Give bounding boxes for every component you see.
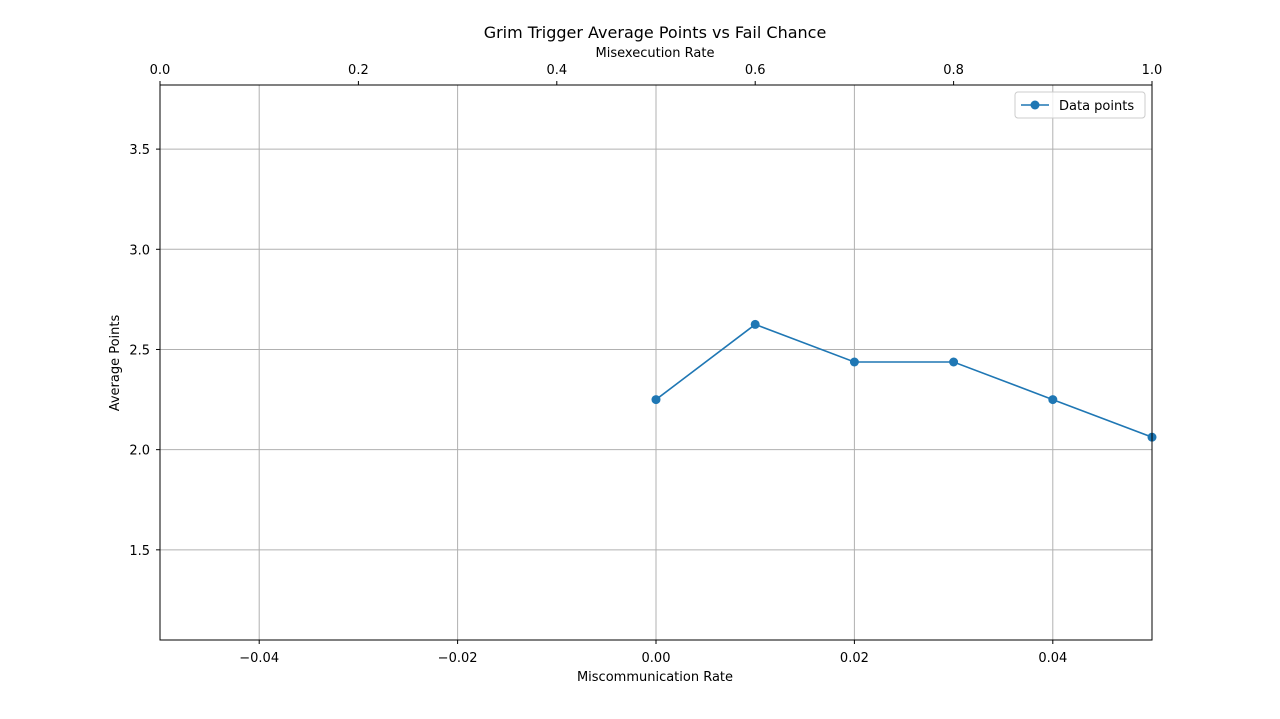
- y-tick-label: 2.0: [129, 444, 150, 459]
- series-line: [655, 323, 1153, 438]
- y-tick-label: 3.0: [129, 243, 150, 258]
- chart-title: Grim Trigger Average Points vs Fail Chan…: [484, 23, 827, 42]
- y-tick-label: 3.5: [129, 143, 150, 158]
- y-tick-label: 2.5: [129, 343, 150, 358]
- x2-tick-label: 0.4: [546, 63, 567, 78]
- data-point: [750, 319, 760, 329]
- legend-label: Data points: [1059, 99, 1134, 114]
- x2-tick-label: 0.8: [943, 63, 964, 78]
- x-tick-label: 0.04: [1038, 651, 1067, 666]
- x2-tick-label: 1.0: [1142, 63, 1163, 78]
- axis-ticks: −0.04 −0.02 0.00 0.02 0.04 0.0 0.2 0.4 0.6 0.8 1.0…: [129, 63, 1162, 666]
- x-tick-label: 0.02: [840, 651, 869, 666]
- x-tick-label: −0.04: [239, 651, 279, 666]
- plot-frame: [159, 84, 1153, 641]
- grid: [160, 85, 1152, 640]
- top-axis-label: Misexecution Rate: [596, 46, 715, 61]
- series-group: [651, 319, 1157, 442]
- x-tick-label: 0.00: [642, 651, 671, 666]
- x-tick-label: −0.02: [438, 651, 478, 666]
- x-axis-label: Miscommunication Rate: [577, 670, 733, 685]
- x2-tick-label: 0.0: [150, 63, 171, 78]
- y-tick-label: 1.5: [129, 544, 150, 559]
- data-point: [849, 357, 859, 367]
- x2-tick-label: 0.2: [348, 63, 369, 78]
- legend-marker: [1030, 100, 1040, 110]
- data-point: [949, 357, 959, 367]
- legend: Data points: [1014, 91, 1146, 119]
- data-point: [1048, 395, 1058, 405]
- y-axis-label: Average Points: [108, 314, 123, 411]
- data-point: [651, 395, 661, 405]
- legend-box: [1014, 91, 1146, 119]
- x2-tick-label: 0.6: [745, 63, 766, 78]
